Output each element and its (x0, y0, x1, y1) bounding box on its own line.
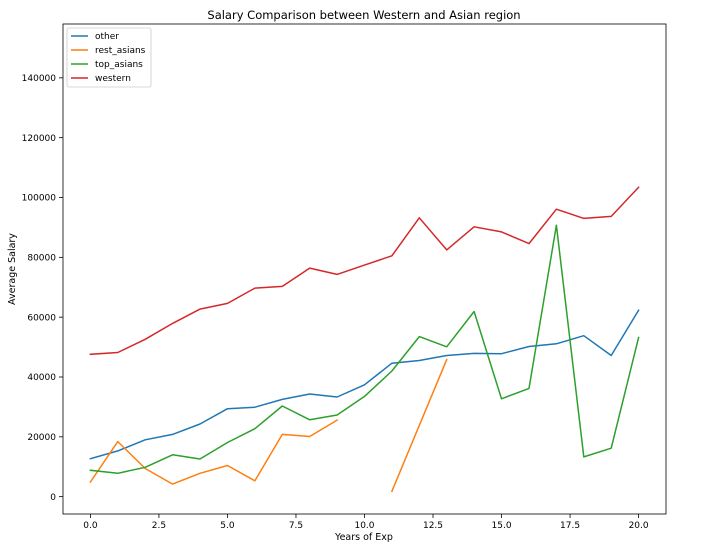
x-tick-label: 5.0 (220, 521, 235, 531)
legend-label: rest_asians (95, 46, 146, 56)
x-axis-label: Years of Exp (334, 532, 393, 543)
legend-label: top_asians (95, 60, 143, 70)
series-line-rest-asians (89, 419, 339, 485)
series-line-top-asians (89, 224, 640, 475)
x-tick-label: 12.5 (423, 521, 443, 531)
chart-title: Salary Comparison between Western and As… (207, 8, 520, 22)
y-tick-label: 100000 (22, 194, 57, 204)
x-tick-label: 15.0 (492, 521, 512, 531)
y-tick-label: 120000 (22, 134, 57, 144)
legend-label: western (95, 74, 131, 84)
plot-frame (62, 23, 667, 515)
series-lines (89, 186, 640, 493)
series-line-rest-asians (390, 358, 448, 493)
x-tick-label: 17.5 (560, 521, 580, 531)
series-line-western (89, 186, 640, 356)
x-tick-label: 20.0 (629, 521, 649, 531)
legend-box (66, 27, 152, 88)
y-tick-label: 140000 (22, 74, 57, 84)
y-axis-label: Average Salary (7, 233, 18, 305)
y-axis: 0 20000 40000 60000 80000 100000 120000 140000 (22, 74, 63, 503)
x-tick-label: 2.5 (152, 521, 166, 531)
x-tick-label: 10.0 (354, 521, 374, 531)
y-tick-label: 0 (50, 493, 56, 503)
y-tick-label: 80000 (27, 254, 56, 264)
y-tick-label: 60000 (27, 313, 56, 323)
series-line-other (89, 309, 640, 460)
y-tick-label: 20000 (27, 433, 56, 443)
x-tick-label: 0.0 (83, 521, 98, 531)
y-tick-label: 40000 (27, 373, 56, 383)
x-axis: 0.0 2.5 5.0 7.5 10.0 12.5 15.0 17.5 20.0 (83, 514, 649, 531)
x-tick-label: 7.5 (289, 521, 303, 531)
legend-label: other (95, 32, 119, 42)
